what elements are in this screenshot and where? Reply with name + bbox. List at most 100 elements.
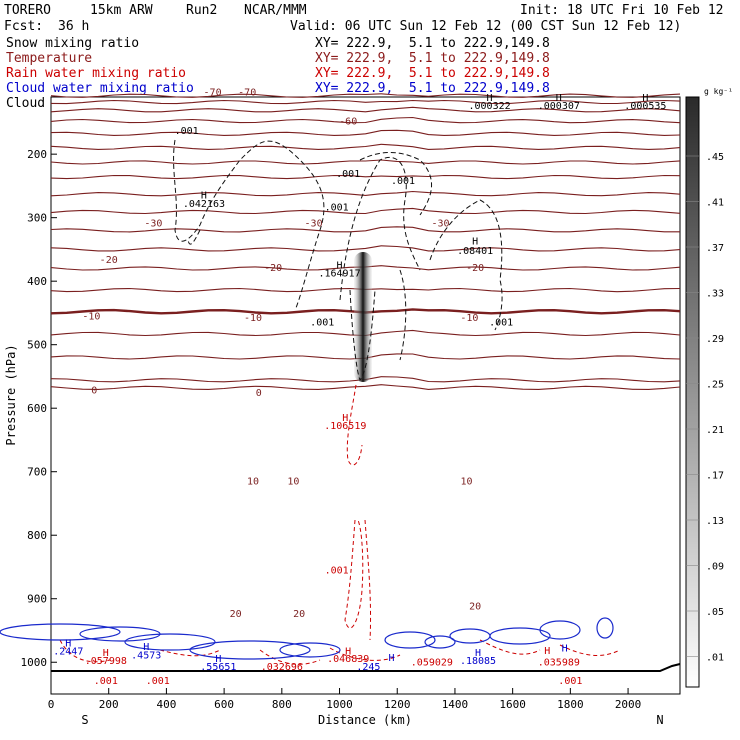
rain-contour [59, 639, 221, 663]
legend-field-name: Cloud water mixing ratio [6, 81, 194, 96]
colorbar-label: .41 [706, 198, 724, 209]
isotherm-line [50, 93, 681, 98]
x-tick-label: 1400 [442, 698, 469, 711]
field-value-label: H [65, 638, 71, 649]
isotherm-label: 10 [287, 476, 299, 487]
field-value-label: .18085 [460, 656, 496, 667]
legend-field-xy: XY= 222.9, 5.1 to 222.9,149.8 [315, 36, 550, 51]
y-tick-label: 900 [27, 593, 47, 606]
x-axis-title: Distance (km) [318, 713, 412, 727]
field-value-label: .042163 [183, 199, 225, 210]
field-value-label: .000307 [538, 101, 580, 112]
field-value-label: .245 [356, 662, 380, 673]
isotherm-line [50, 106, 681, 113]
legend-field-xy: XY= 222.9, 5.1 to 222.9,149.8 [315, 66, 550, 81]
field-value-label: H [388, 653, 394, 664]
valid-time: Valid: 06 UTC Sun 12 Feb 12 (00 CST Sun … [290, 19, 682, 34]
field-value-label: H [103, 648, 109, 659]
rain-contour [346, 384, 363, 466]
field-value-label: H [544, 646, 550, 657]
legend-field-name: Rain water mixing ratio [6, 66, 187, 81]
colorbar-label: .45 [706, 152, 724, 163]
isotherm-label: -20 [264, 263, 282, 274]
field-value-label: H [472, 236, 478, 247]
colorbar-label: .09 [706, 562, 724, 573]
isotherm-label: -30 [305, 219, 323, 230]
ice-snow-contour [339, 157, 421, 301]
legend-field-xy: XY= 222.9, 5.1 to 222.9,149.8 [315, 51, 550, 66]
cloud-water-contour [384, 631, 436, 649]
cloud-water-contour [0, 623, 121, 641]
cloud-water-contour [539, 620, 581, 640]
field-value-label: .001 [310, 318, 334, 329]
cloud-water-contour [424, 635, 456, 649]
field-value-label: .001 [558, 676, 582, 687]
x-tick-label: 400 [156, 698, 176, 711]
isotherm-line [50, 190, 681, 197]
plot-frame [50, 96, 681, 695]
legend-field-name: Snow mixing ratio [6, 36, 140, 51]
south-label: S [81, 713, 88, 727]
isotherm-line [50, 384, 681, 390]
y-tick-label: 200 [27, 148, 47, 161]
isotherm-label: -30 [144, 219, 162, 230]
isotherm-label: -20 [100, 255, 118, 266]
isotherm-label: 20 [293, 609, 305, 620]
fcst-value: 36 h [58, 19, 90, 34]
field-value-label: H [215, 654, 221, 665]
field-value-label: .001 [175, 126, 199, 137]
field-value-label: .057998 [85, 656, 127, 667]
field-value-label: H [562, 643, 568, 654]
field-value-label: .55651 [200, 662, 236, 673]
ice-snow-contour [173, 139, 325, 311]
field-value-label: H [345, 647, 351, 658]
init-time: Init: 18 UTC Fri 10 Feb 12 [520, 3, 724, 18]
y-tick-label: 300 [27, 212, 47, 225]
field-value-label: H [201, 191, 207, 202]
isotherm-line [50, 245, 681, 252]
field-value-label: H [642, 93, 648, 104]
x-tick-label: 600 [214, 698, 234, 711]
colorbar-label: .29 [706, 334, 724, 345]
isotherm-label: -10 [82, 311, 100, 322]
isotherm-label: -20 [466, 263, 484, 274]
isotherm-line [50, 99, 681, 105]
model-run: Run2 [186, 3, 218, 18]
y-tick-label: 800 [27, 529, 47, 542]
cloud-water-contour [124, 633, 216, 651]
fcst-label: Fcst: [4, 19, 44, 34]
ice-snow-contour [399, 199, 503, 361]
isotherm-label: -10 [244, 313, 262, 324]
isotherm-label: 20 [230, 609, 242, 620]
ice-snow-contour [187, 229, 201, 245]
field-value-label: .08401 [457, 246, 493, 257]
x-tick-label: 800 [272, 698, 292, 711]
field-value-label: H [337, 260, 343, 271]
x-tick-label: 1200 [384, 698, 411, 711]
colorbar-label: .13 [706, 516, 724, 527]
isotherm-label: 20 [469, 602, 481, 613]
field-value-label: .001 [391, 176, 415, 187]
x-tick-label: 1000 [326, 698, 353, 711]
isotherm-line [50, 207, 681, 215]
field-value-label: H [475, 648, 481, 659]
north-label: N [656, 713, 663, 727]
rain-contour [479, 639, 621, 656]
y-axis-title: Pressure (hPa) [4, 344, 18, 445]
colorbar-label: .17 [706, 471, 724, 482]
field-value-label: .059029 [411, 657, 453, 668]
colorbar-label: .25 [706, 380, 724, 391]
legend-field-name: Temperature [6, 51, 93, 66]
isotherm-label: -70 [204, 88, 222, 99]
field-value-label: .000535 [624, 101, 666, 112]
cloud-water-contour [489, 627, 551, 645]
colorbar-label: .33 [706, 289, 724, 300]
field-value-label: .001 [325, 565, 349, 576]
field-value-label: .164917 [318, 269, 360, 280]
x-tick-label: 200 [99, 698, 119, 711]
field-value-label: H [487, 93, 493, 104]
isotherm-label: 10 [460, 476, 472, 487]
surface-line [51, 663, 681, 672]
colorbar-label: .05 [706, 607, 724, 618]
